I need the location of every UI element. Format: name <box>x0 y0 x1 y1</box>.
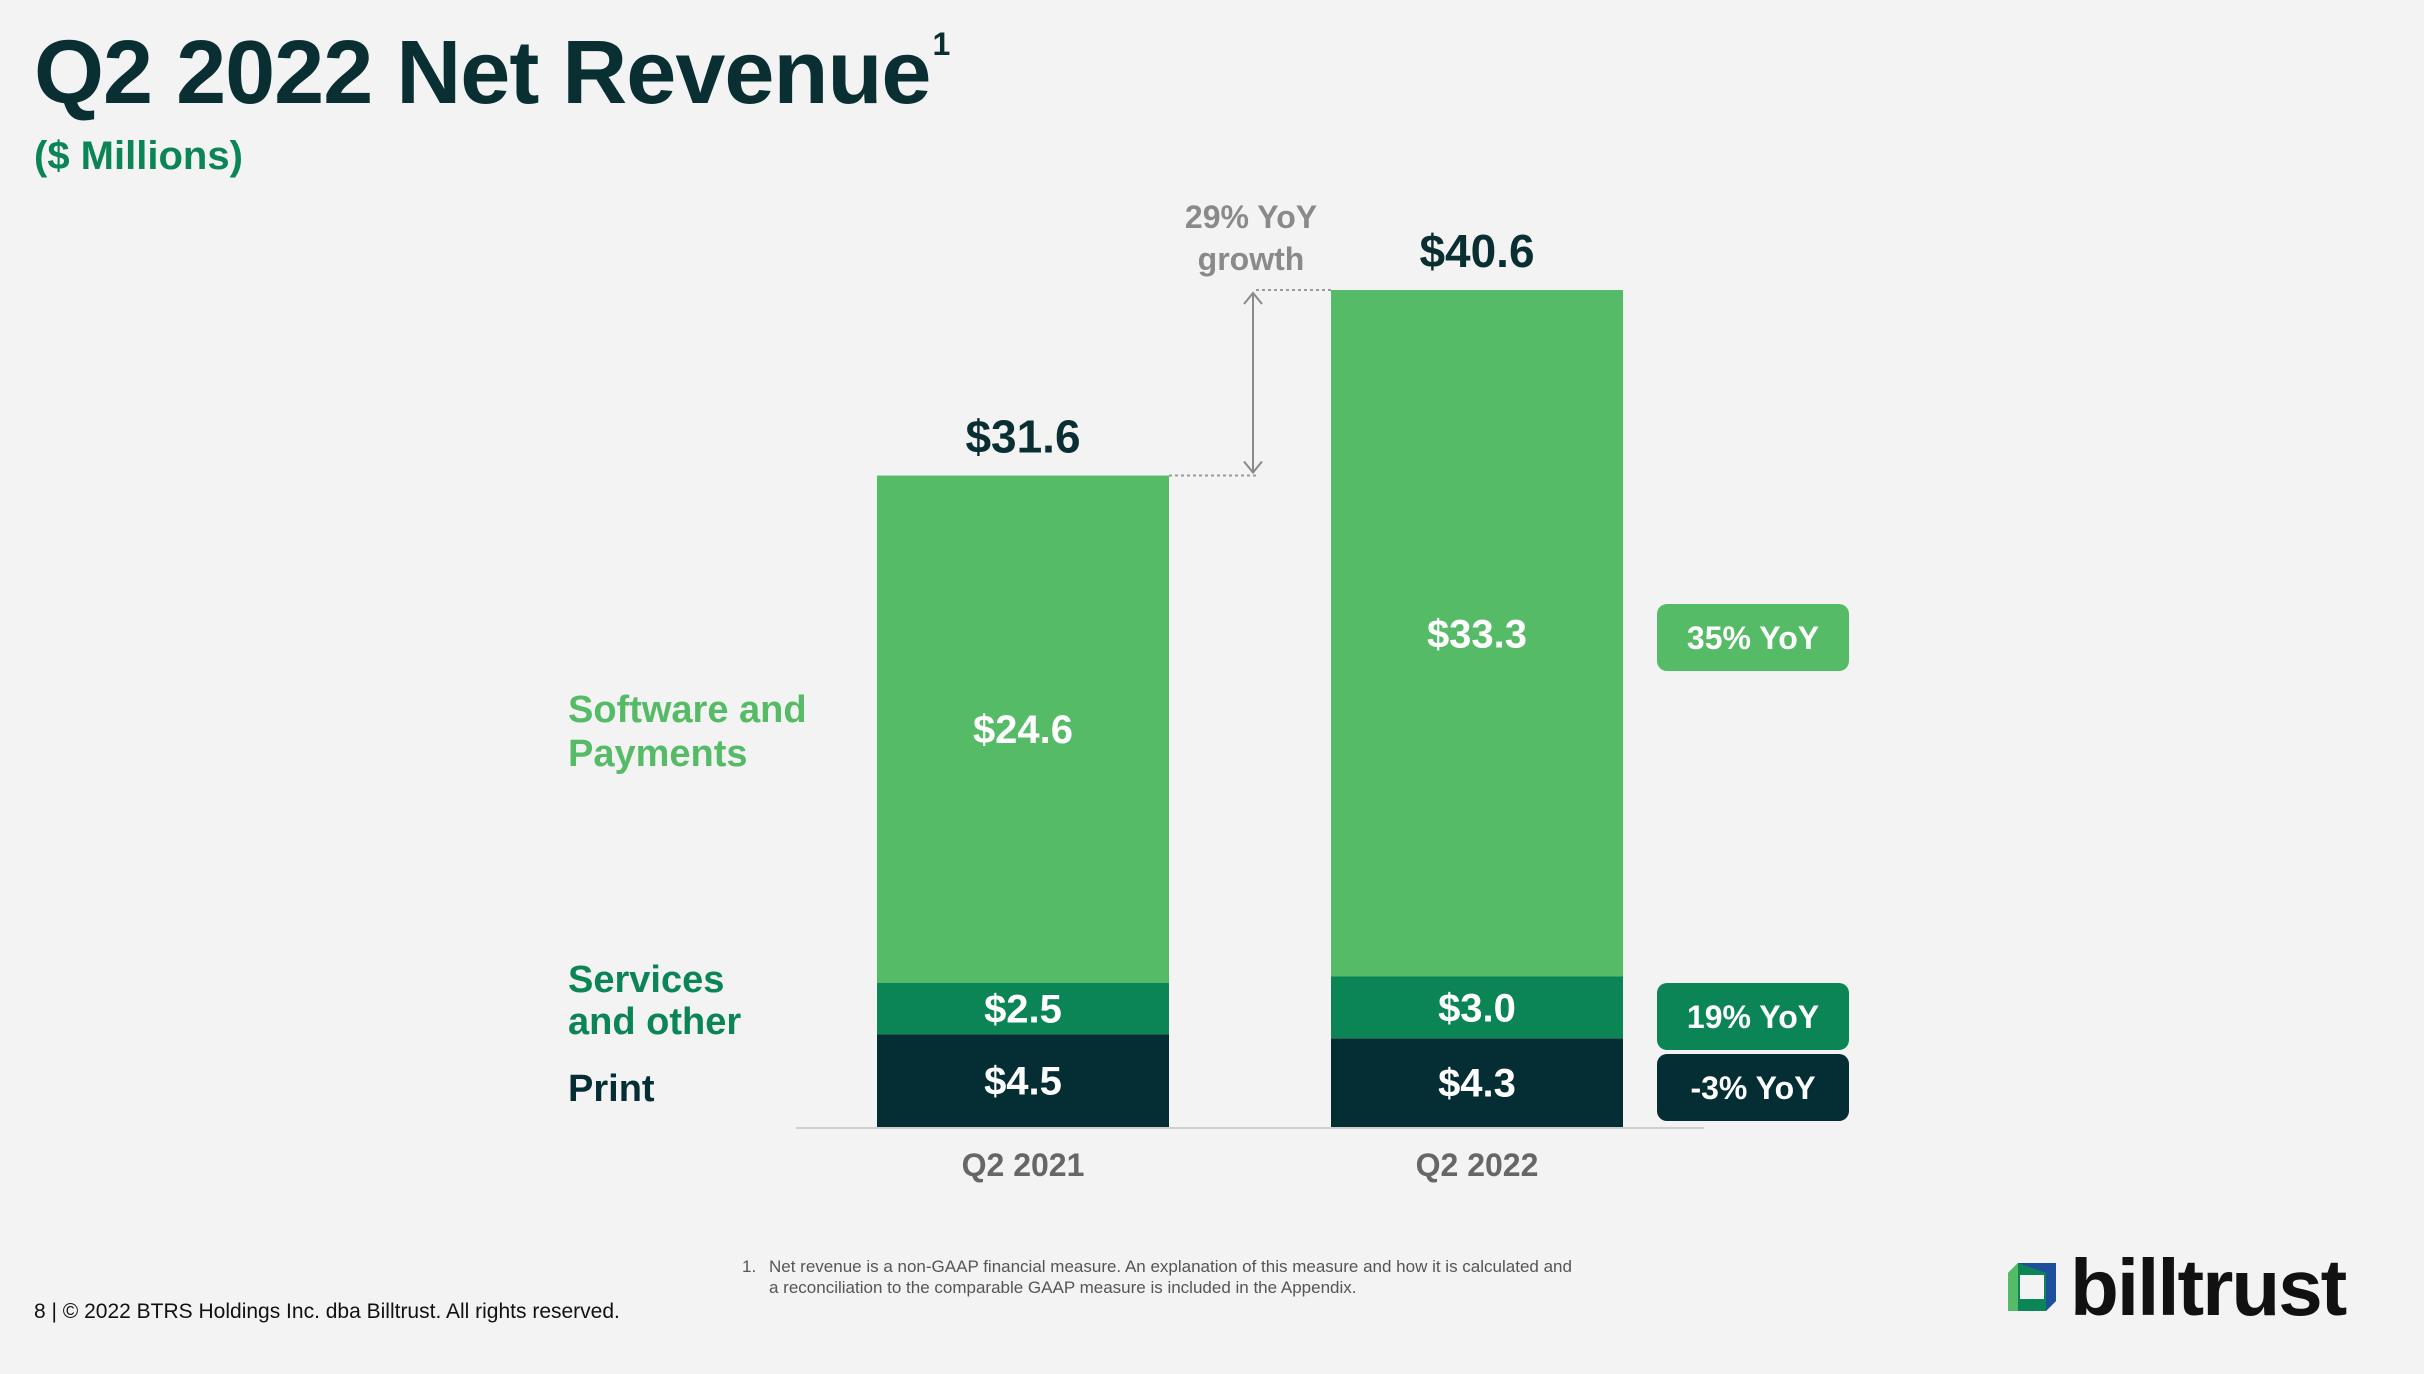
legend-label-services-and-other: and other <box>568 1001 741 1043</box>
title-text: Q2 2022 Net Revenue <box>34 23 931 123</box>
billtrust-logo-icon <box>2008 1263 2056 1311</box>
data-label: $4.5 <box>984 1060 1062 1104</box>
legend-label-software-and-payments: Payments <box>568 733 748 775</box>
legend-label-print: Print <box>568 1068 655 1110</box>
logo-wordmark: billtrust <box>2070 1243 2347 1332</box>
yoy-badge <box>1657 1054 1849 1121</box>
growth-annotation-text: growth <box>1198 241 1305 277</box>
yoy-badge <box>1657 983 1849 1050</box>
bar-segment-software-and-payments <box>877 475 1169 983</box>
bar-segment-services-and-other <box>1331 976 1623 1039</box>
yoy-badge <box>1657 604 1849 671</box>
footnote: 1. Net revenue is a non-GAAP financial me… <box>742 1256 1572 1298</box>
total-label: $31.6 <box>965 411 1080 463</box>
x-tick-label: Q2 2022 <box>1416 1147 1539 1183</box>
data-label: $24.6 <box>973 708 1073 752</box>
growth-arrow-head-up <box>1243 291 1263 305</box>
footnote-line-1: Net revenue is a non-GAAP financial meas… <box>769 1257 1572 1276</box>
copyright-footer: 8 | © 2022 BTRS Holdings Inc. dba Billtr… <box>34 1300 620 1323</box>
bar-segment-software-and-payments <box>1331 290 1623 977</box>
growth-arrow-head-down <box>1243 460 1263 475</box>
page-title: Q2 2022 Net Revenue1 <box>34 22 950 125</box>
growth-annotation-text: 29% YoY <box>1185 199 1317 235</box>
x-tick-label: Q2 2021 <box>962 1147 1085 1183</box>
title-superscript: 1 <box>932 26 951 62</box>
legend-label-services-and-other: Services <box>568 959 724 1001</box>
billtrust-logo: billtrust <box>2004 1243 2347 1332</box>
yoy-badge-text: 19% YoY <box>1687 999 1819 1035</box>
data-label: $3.0 <box>1438 986 1516 1030</box>
total-label: $40.6 <box>1419 225 1534 277</box>
yoy-badge-text: 35% YoY <box>1687 620 1819 656</box>
footnote-line-2: a reconciliation to the comparable GAAP … <box>769 1278 1357 1297</box>
page-subtitle: ($ Millions) <box>34 134 243 178</box>
bar-segment-print <box>1331 1038 1623 1127</box>
bar-segment-print <box>877 1034 1169 1127</box>
data-label: $4.3 <box>1438 1062 1516 1106</box>
yoy-badge-text: -3% YoY <box>1690 1070 1815 1106</box>
data-label: $2.5 <box>984 987 1062 1031</box>
bar-segment-services-and-other <box>877 982 1169 1035</box>
footnote-number: 1. <box>742 1257 757 1276</box>
data-label: $33.3 <box>1427 612 1527 656</box>
legend-label-software-and-payments: Software and <box>568 689 807 731</box>
